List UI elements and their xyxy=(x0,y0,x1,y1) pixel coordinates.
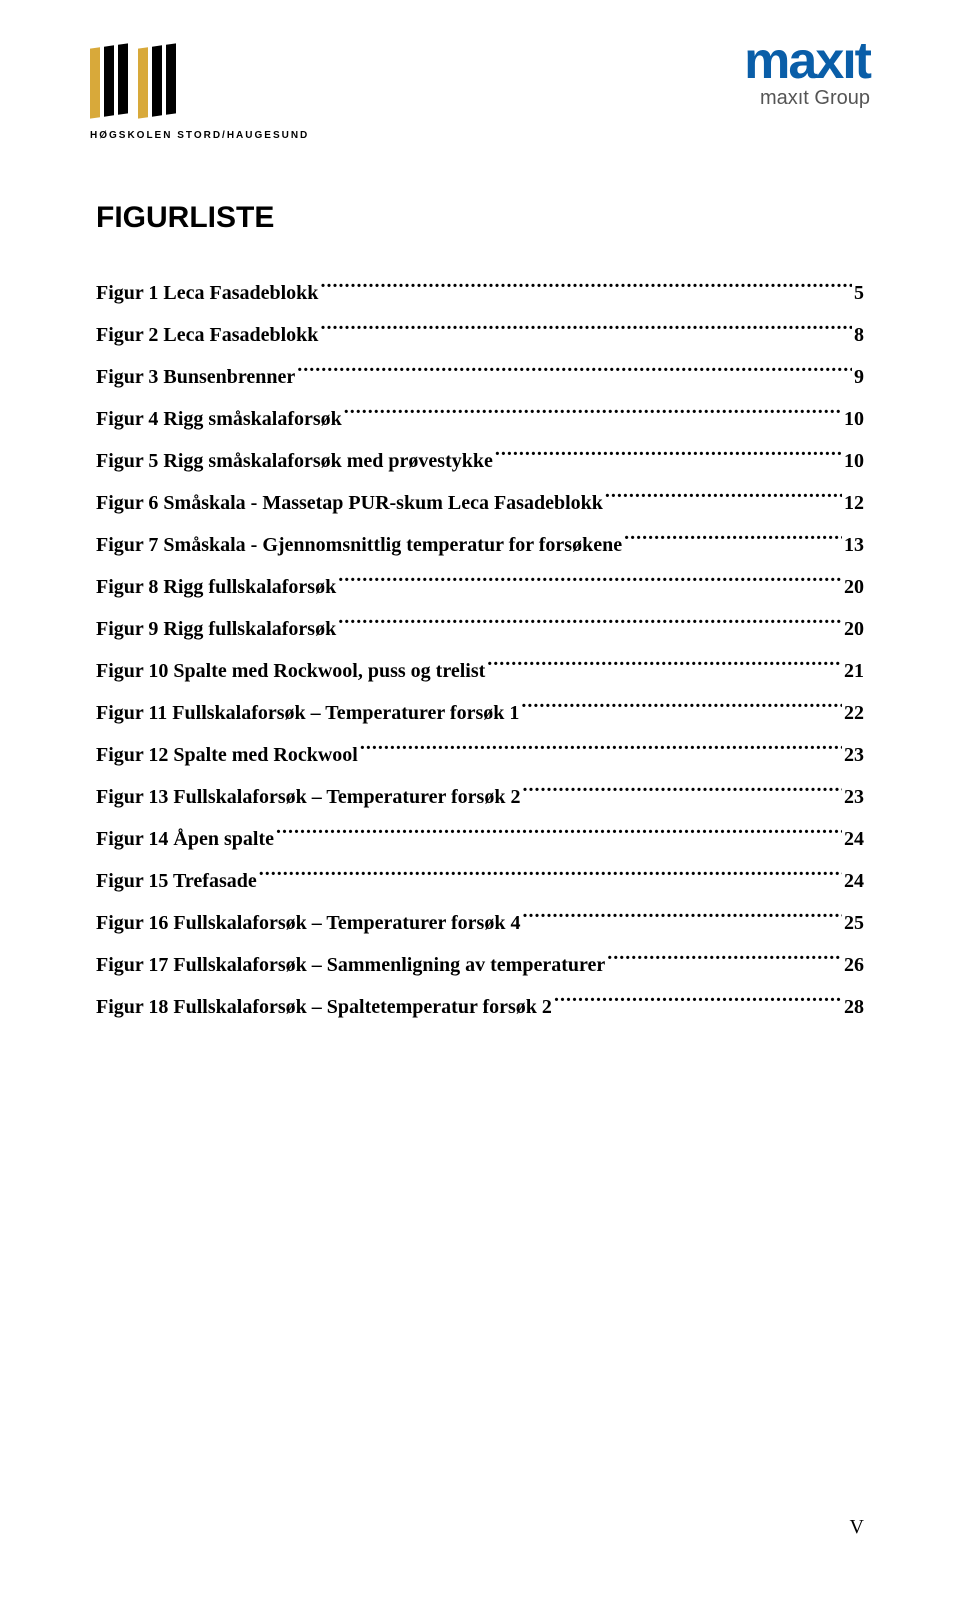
toc-page: 26 xyxy=(844,950,864,981)
toc-label: Figur 18 Fullskalaforsøk – Spaltetempera… xyxy=(96,992,552,1023)
toc-label: Figur 9 Rigg fullskalaforsøk xyxy=(96,614,336,645)
toc-row: Figur 3 Bunsenbrenner 9 xyxy=(96,359,864,393)
toc-leader-dots xyxy=(338,611,842,635)
toc-page: 12 xyxy=(844,488,864,519)
toc-leader-dots xyxy=(495,443,842,467)
toc-label: Figur 12 Spalte med Rockwool xyxy=(96,740,358,771)
toc-label: Figur 8 Rigg fullskalaforsøk xyxy=(96,572,336,603)
toc-leader-dots xyxy=(521,695,842,719)
toc-page: 21 xyxy=(844,656,864,687)
toc-label: Figur 4 Rigg småskalaforsøk xyxy=(96,404,342,435)
toc-page: 8 xyxy=(854,320,864,351)
toc-row: Figur 16 Fullskalaforsøk – Temperaturer … xyxy=(96,905,864,939)
toc-page: 10 xyxy=(844,404,864,435)
toc-leader-dots xyxy=(487,653,842,677)
toc-page: 22 xyxy=(844,698,864,729)
page-content: FIGURLISTE Figur 1 Leca Fasadeblokk 5Fig… xyxy=(0,141,960,1023)
toc-leader-dots xyxy=(297,359,852,383)
logo-hsh: HØGSKOLEN STORD/HAUGESUND xyxy=(90,38,309,141)
toc-leader-dots xyxy=(522,905,842,929)
toc-label: Figur 10 Spalte med Rockwool, puss og tr… xyxy=(96,656,485,687)
toc-list: Figur 1 Leca Fasadeblokk 5 Figur 2 Leca F… xyxy=(96,275,864,1023)
page-number: V xyxy=(850,1516,864,1539)
logo-hsh-bars-icon xyxy=(90,38,176,116)
toc-row: Figur 5 Rigg småskalaforsøk med prøvesty… xyxy=(96,443,864,477)
toc-leader-dots xyxy=(360,737,842,761)
toc-row: Figur 13 Fullskalaforsøk – Temperaturer … xyxy=(96,779,864,813)
toc-page: 28 xyxy=(844,992,864,1023)
toc-label: Figur 3 Bunsenbrenner xyxy=(96,362,295,393)
toc-leader-dots xyxy=(276,821,842,845)
toc-page: 10 xyxy=(844,446,864,477)
toc-page: 13 xyxy=(844,530,864,561)
toc-page: 23 xyxy=(844,740,864,771)
toc-page: 23 xyxy=(844,782,864,813)
toc-row: Figur 6 Småskala - Massetap PUR-skum Lec… xyxy=(96,485,864,519)
toc-leader-dots xyxy=(605,485,842,509)
toc-leader-dots xyxy=(259,863,842,887)
toc-page: 20 xyxy=(844,572,864,603)
toc-row: Figur 10 Spalte med Rockwool, puss og tr… xyxy=(96,653,864,687)
toc-leader-dots xyxy=(344,401,842,425)
toc-label: Figur 2 Leca Fasadeblokk xyxy=(96,320,318,351)
toc-label: Figur 14 Åpen spalte xyxy=(96,824,274,855)
toc-row: Figur 18 Fullskalaforsøk – Spaltetempera… xyxy=(96,989,864,1023)
toc-page: 25 xyxy=(844,908,864,939)
page-title: FIGURLISTE xyxy=(96,201,864,235)
toc-row: Figur 14 Åpen spalte 24 xyxy=(96,821,864,855)
toc-row: Figur 4 Rigg småskalaforsøk 10 xyxy=(96,401,864,435)
toc-row: Figur 11 Fullskalaforsøk – Temperaturer … xyxy=(96,695,864,729)
toc-leader-dots xyxy=(338,569,842,593)
toc-page: 20 xyxy=(844,614,864,645)
toc-label: Figur 6 Småskala - Massetap PUR-skum Lec… xyxy=(96,488,603,519)
toc-label: Figur 1 Leca Fasadeblokk xyxy=(96,278,318,309)
toc-row: Figur 15 Trefasade 24 xyxy=(96,863,864,897)
toc-row: Figur 7 Småskala - Gjennomsnittlig tempe… xyxy=(96,527,864,561)
toc-row: Figur 12 Spalte med Rockwool 23 xyxy=(96,737,864,771)
toc-label: Figur 11 Fullskalaforsøk – Temperaturer … xyxy=(96,698,519,729)
toc-page: 24 xyxy=(844,866,864,897)
toc-label: Figur 5 Rigg småskalaforsøk med prøvesty… xyxy=(96,446,493,477)
toc-leader-dots xyxy=(320,317,852,341)
logo-hsh-text: HØGSKOLEN STORD/HAUGESUND xyxy=(90,130,309,141)
toc-label: Figur 15 Trefasade xyxy=(96,866,257,897)
toc-label: Figur 16 Fullskalaforsøk – Temperaturer … xyxy=(96,908,520,939)
toc-leader-dots xyxy=(624,527,842,551)
toc-row: Figur 2 Leca Fasadeblokk 8 xyxy=(96,317,864,351)
toc-leader-dots xyxy=(320,275,852,299)
logo-maxit-main: maxıt xyxy=(744,38,870,85)
toc-page: 5 xyxy=(854,278,864,309)
toc-leader-dots xyxy=(522,779,842,803)
toc-label: Figur 17 Fullskalaforsøk – Sammenligning… xyxy=(96,950,605,981)
toc-leader-dots xyxy=(554,989,842,1013)
toc-row: Figur 8 Rigg fullskalaforsøk 20 xyxy=(96,569,864,603)
page-header: HØGSKOLEN STORD/HAUGESUND maxıt maxıt Gr… xyxy=(0,0,960,141)
toc-label: Figur 13 Fullskalaforsøk – Temperaturer … xyxy=(96,782,520,813)
logo-maxit-sub: maxıt Group xyxy=(760,87,870,110)
toc-page: 24 xyxy=(844,824,864,855)
toc-leader-dots xyxy=(607,947,842,971)
toc-row: Figur 17 Fullskalaforsøk – Sammenligning… xyxy=(96,947,864,981)
toc-page: 9 xyxy=(854,362,864,393)
toc-row: Figur 9 Rigg fullskalaforsøk 20 xyxy=(96,611,864,645)
toc-row: Figur 1 Leca Fasadeblokk 5 xyxy=(96,275,864,309)
toc-label: Figur 7 Småskala - Gjennomsnittlig tempe… xyxy=(96,530,622,561)
logo-maxit: maxıt maxıt Group xyxy=(744,38,870,110)
